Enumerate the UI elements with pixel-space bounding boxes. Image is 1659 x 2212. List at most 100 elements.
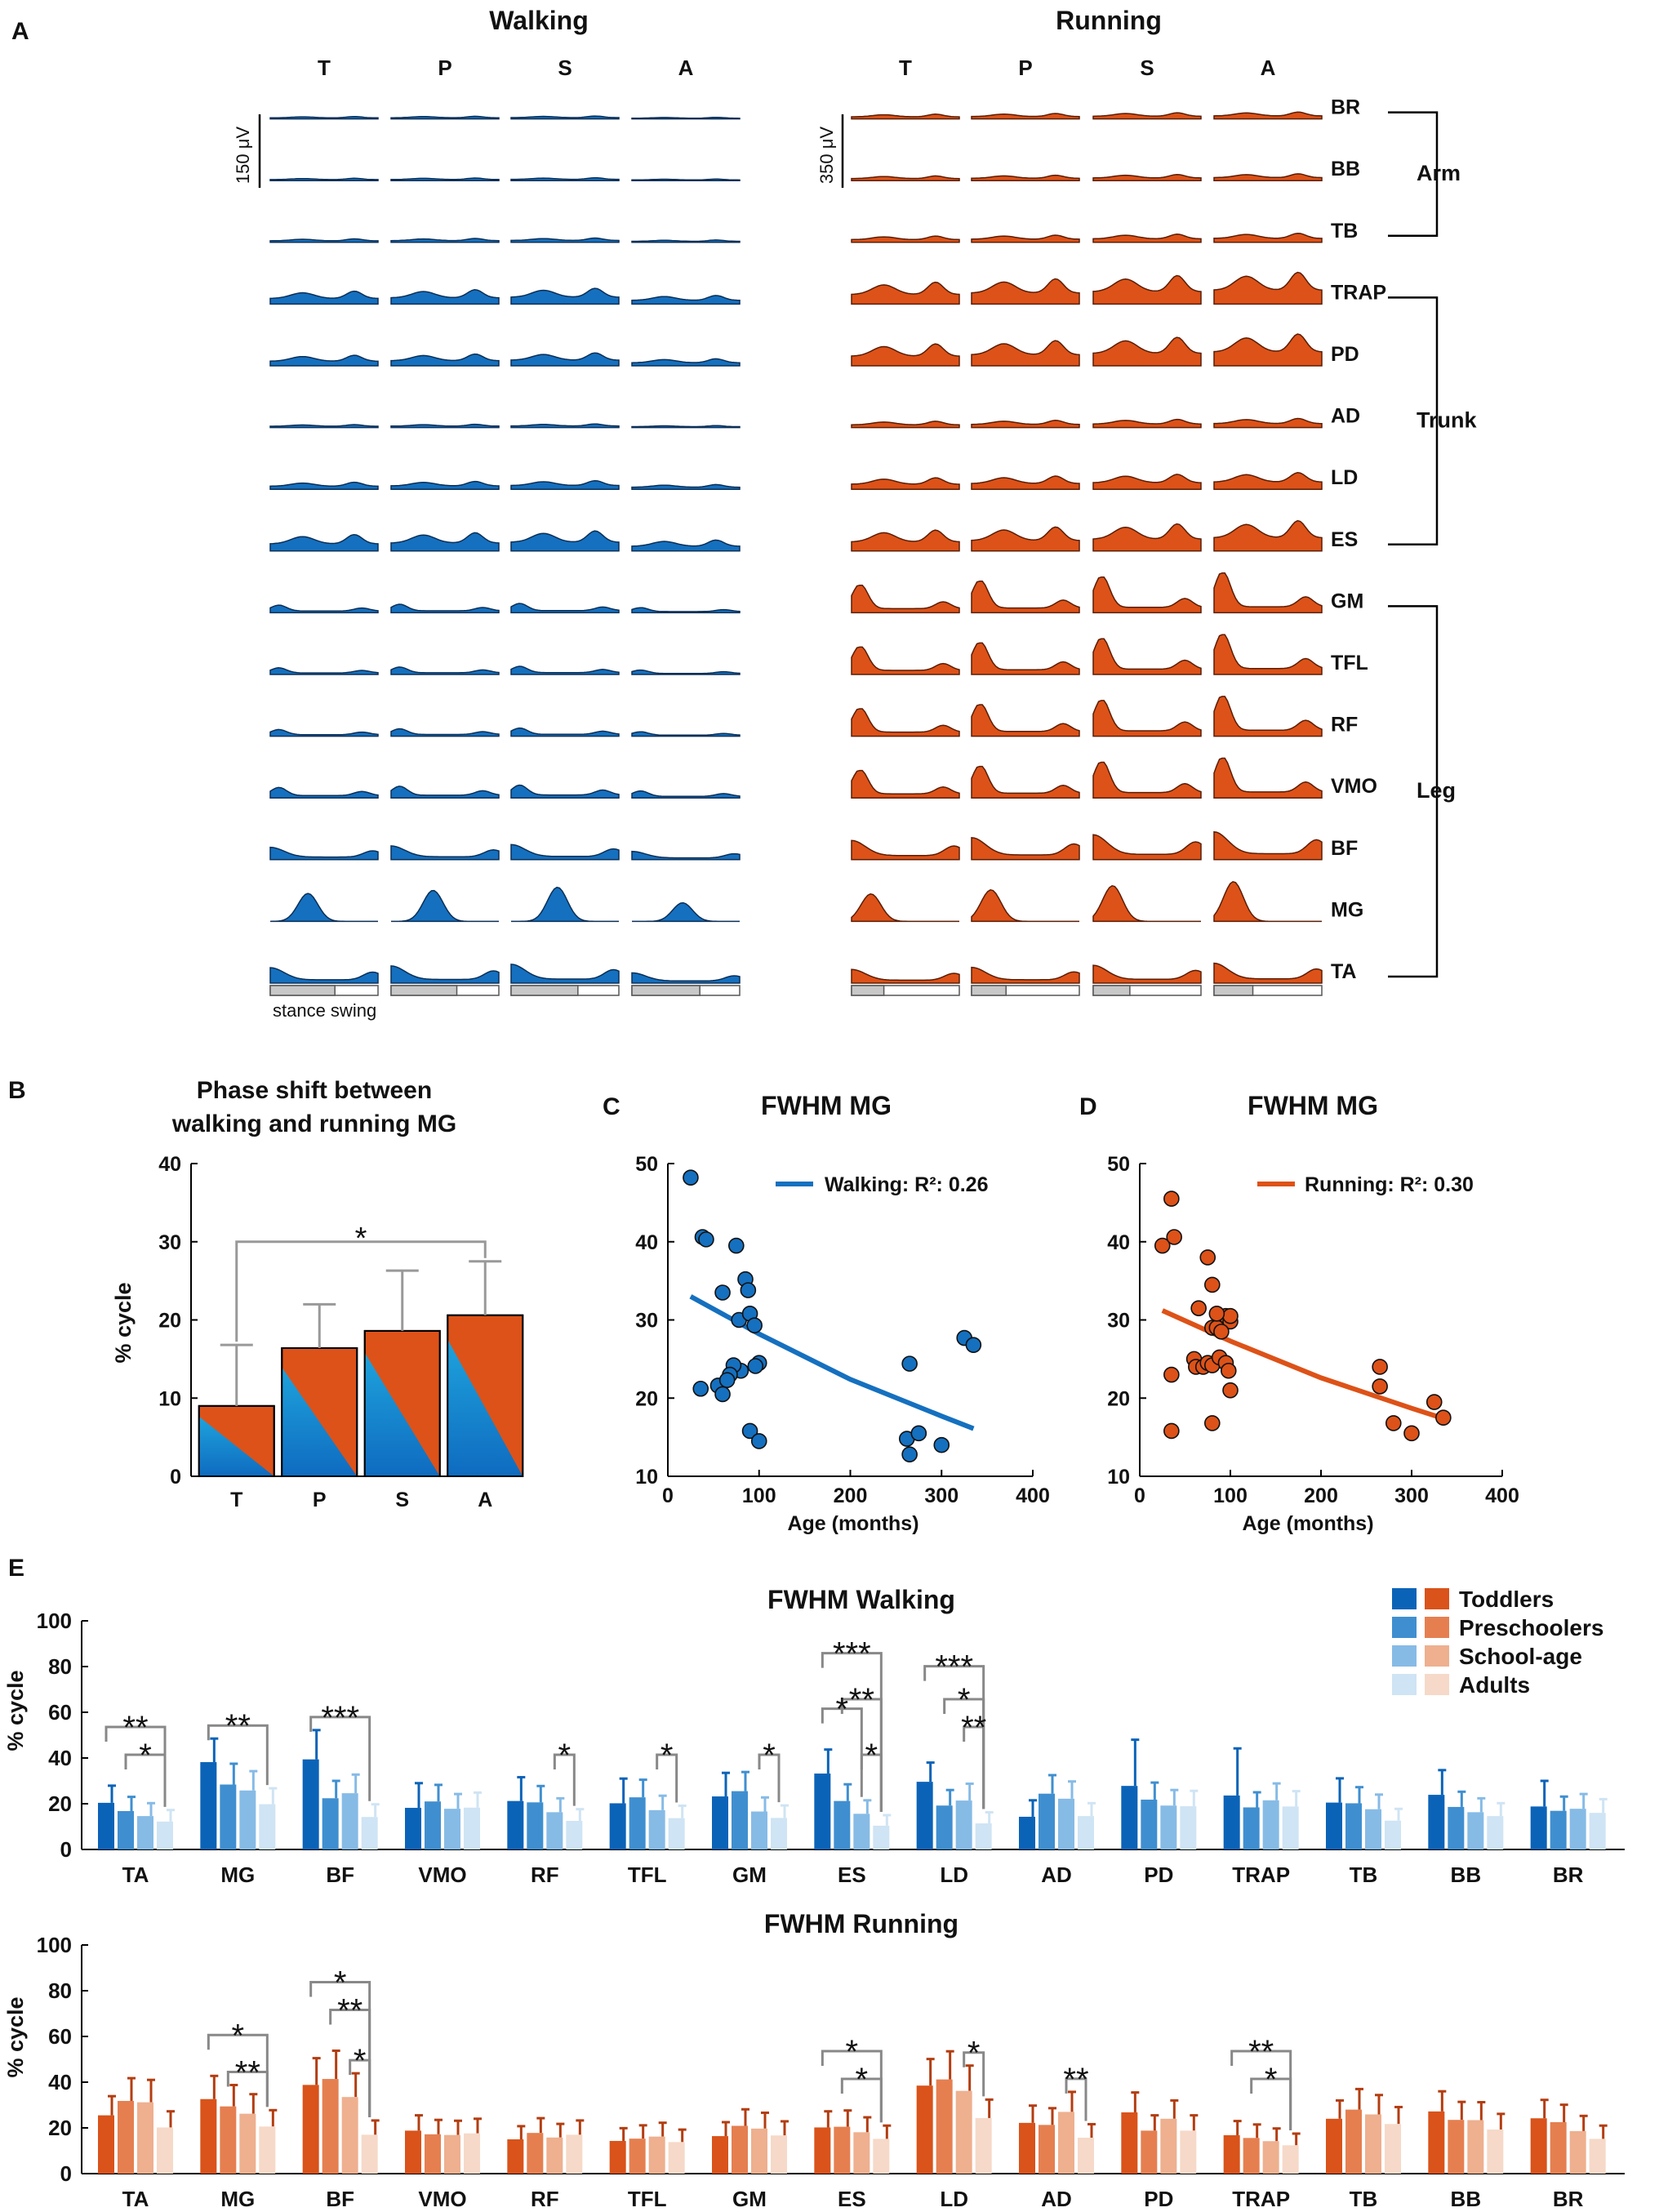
walk-emg-TA-S [510, 964, 620, 984]
scatter-point [1163, 1422, 1180, 1440]
panel-c-walking-scatter: FWHM MG Walking: R²: 0.26 Age (months) 1… [635, 1091, 1050, 1535]
run-emg-LD-S [1092, 474, 1202, 490]
e-significance-label: ** [961, 1710, 986, 1746]
scatter-point [965, 1337, 982, 1353]
panel-b-title-line-2: walking and running MG [171, 1110, 456, 1137]
e-bar-TB-Toddlers [1326, 2118, 1342, 2174]
e-bar-VMO-Adults [464, 1807, 480, 1849]
e-bar-LD-Preschoolers [936, 2079, 953, 2174]
legend-swatch-walk-Preschoolers [1392, 1617, 1417, 1638]
run-emg-PD-A [1213, 333, 1323, 367]
run-emg-TRAP-A [1213, 271, 1323, 305]
e-bar-TB-Adults [1385, 1820, 1401, 1849]
muscle-label-TRAP: TRAP [1331, 281, 1386, 304]
e-bar-VMO-Toddlers [405, 1808, 421, 1849]
run-emg-ES-P [971, 526, 1080, 552]
e-xtick-label-GM: GM [732, 2187, 767, 2211]
walk-emg-RF-P [390, 728, 500, 737]
e-significance-label: ** [1063, 2062, 1088, 2098]
body-group-brackets: Arm Trunk Leg [1388, 111, 1477, 978]
run-emg-PD-S [1092, 336, 1202, 367]
e-bar-TA-School-age [137, 2102, 153, 2174]
muscle-label-AD: AD [1331, 405, 1360, 428]
e-significance-label: ** [122, 1710, 148, 1746]
e-bar-TFL-Toddlers [609, 2140, 626, 2174]
walk-emg-BR-S [510, 115, 620, 120]
walk-emg-ES-P [390, 532, 500, 552]
walk-emg-BR-T [269, 115, 379, 120]
e-significance-bracket [860, 1753, 883, 1812]
e-xtick-label-GM: GM [732, 1863, 767, 1887]
e-bar-BR-Adults [1589, 2139, 1606, 2174]
e-ytick-label: 20 [48, 1791, 72, 1816]
e-significance-bracket [124, 1753, 167, 1807]
run-emg-BR-T [851, 113, 960, 120]
bracket-Arm [1388, 111, 1439, 238]
group-label-Arm: Arm [1417, 161, 1461, 185]
run-emg-TB-T [851, 235, 960, 243]
run-emg-LD-A [1213, 472, 1323, 490]
stance-bar [1213, 985, 1254, 996]
panel-d-running-scatter: FWHM MG Running: R²: 0.30 Age (months) 1… [1107, 1091, 1519, 1535]
run-e-ylabel: % cycle [3, 1996, 28, 2077]
stance-bar [631, 985, 701, 996]
run-emg-BF-A [1213, 830, 1323, 861]
e-bar-RF-School-age [546, 2137, 563, 2174]
panel-d-xlabel: Age (months) [1242, 1512, 1373, 1535]
e-significance-label: * [763, 1738, 776, 1774]
walk-group-header-T: T [318, 56, 331, 80]
e-significance-label: * [660, 1738, 674, 1774]
e-xtick-label-BF: BF [326, 1863, 354, 1887]
e-bar-BR-Preschoolers [1550, 1810, 1567, 1849]
group-label-Leg: Leg [1417, 778, 1456, 803]
e-bar-AD-Adults [1078, 2138, 1094, 2174]
e-bar-BF-School-age [341, 1793, 358, 1849]
e-bar-TA-Toddlers [98, 2115, 114, 2174]
run-emg-AD-T [851, 421, 960, 429]
e-ytick-label: 0 [60, 2161, 72, 2186]
e-bar-GM-School-age [751, 2128, 767, 2174]
e-significance-bracket [656, 1753, 678, 1803]
run-emg-TRAP-T [851, 281, 960, 305]
run-emg-GM-A [1213, 572, 1323, 614]
legend-swatch-walk-Adults [1392, 1674, 1417, 1695]
muscle-label-RF: RF [1331, 714, 1358, 737]
legend-swatch-run-Adults [1425, 1674, 1449, 1695]
walk-emg-TFL-P [390, 666, 500, 675]
e-bar-BF-Adults [361, 2134, 378, 2174]
e-bar-BB-Toddlers [1428, 2111, 1445, 2174]
run-emg-TB-A [1213, 232, 1323, 243]
scatter-point [714, 1386, 731, 1403]
e-bar-ES-Toddlers [814, 2127, 831, 2174]
e-xtick-label-VMO: VMO [418, 2187, 466, 2211]
e-bar-BR-Toddlers [1530, 1806, 1547, 1849]
e-bar-BF-School-age [341, 2097, 358, 2174]
scatter-point [683, 1169, 699, 1186]
bracket-Leg [1388, 605, 1439, 978]
walk-emg-BR-A [631, 116, 741, 120]
scatter-point [1372, 1359, 1388, 1375]
e-bar-LD-Adults [975, 1823, 992, 1849]
e-xtick-label-BB: BB [1451, 2187, 1482, 2211]
e-significance-bracket [758, 1753, 781, 1803]
e-bar-BF-Preschoolers [322, 1798, 339, 1849]
e-bar-GM-Toddlers [712, 2136, 728, 2174]
e-ytick-label: 40 [48, 1746, 72, 1770]
xtick-label: 0 [662, 1484, 674, 1507]
e-xtick-label-PD: PD [1144, 2187, 1173, 2211]
walk-emg-AD-P [390, 423, 500, 429]
run-emg-RF-A [1213, 696, 1323, 737]
run-emg-BB-S [1092, 173, 1202, 181]
e-bar-BR-School-age [1569, 1809, 1586, 1849]
e-bar-VMO-Adults [464, 2133, 480, 2174]
e-significance-label: * [558, 1738, 572, 1774]
e-bar-ES-School-age [853, 2132, 870, 2174]
e-bar-GM-Adults [771, 1818, 787, 1849]
panel-c-xlabel: Age (months) [787, 1512, 918, 1535]
run-emg-VMO-P [971, 765, 1080, 799]
legend-label-School-age: School-age [1459, 1644, 1582, 1669]
e-bar-TRAP-Adults [1282, 1806, 1299, 1849]
ytick-label: 40 [635, 1231, 658, 1254]
run-emg-RF-P [971, 704, 1080, 737]
panel-b-bar-split-P [282, 1367, 358, 1476]
